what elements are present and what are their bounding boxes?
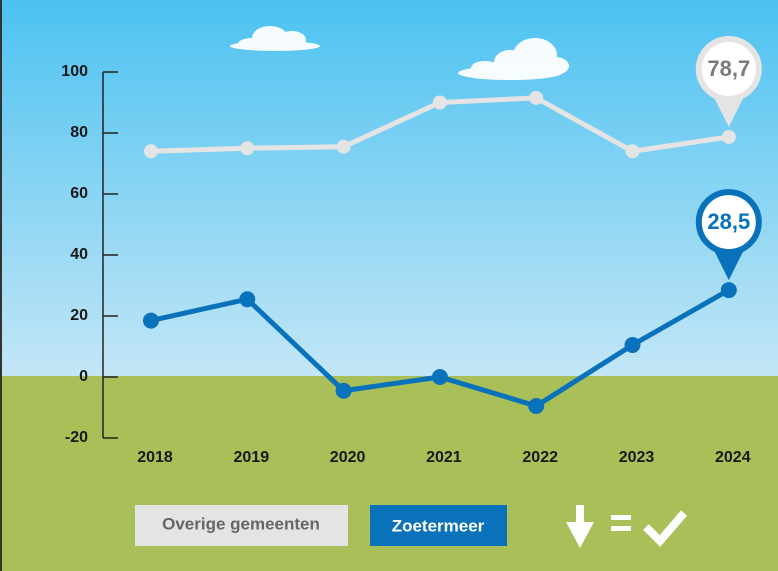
data-point	[336, 139, 351, 154]
y-tick-label: 60	[70, 185, 88, 202]
data-point	[720, 282, 737, 299]
cloud	[458, 38, 569, 80]
data-point	[431, 369, 448, 385]
border	[0, 0, 2, 571]
data-point	[528, 397, 545, 414]
value-pin	[695, 189, 762, 256]
x-tick-label: 2021	[426, 449, 462, 466]
x-tick-label: 2024	[715, 449, 751, 466]
y-tick-label: -20	[65, 429, 88, 446]
value-pin	[695, 35, 762, 102]
x-tick-label: 2022	[522, 449, 558, 466]
cloud	[230, 26, 320, 51]
sky	[0, 0, 778, 376]
x-tick-label: 2023	[619, 449, 655, 466]
data-point	[144, 144, 158, 159]
data-label: 78,7	[707, 56, 750, 81]
data-point	[239, 291, 256, 308]
x-tick-label: 2018	[137, 449, 173, 466]
legend-label: Overige gemeenten	[162, 514, 320, 533]
data-point	[721, 129, 736, 144]
legend-swatch	[135, 505, 348, 546]
data-point	[625, 144, 640, 159]
y-tick-label: 20	[70, 307, 88, 324]
y-tick-label: 0	[79, 368, 88, 385]
data-point	[240, 141, 255, 156]
data-point	[335, 382, 352, 399]
data-label: 28,5	[707, 209, 750, 234]
y-tick-label: 40	[70, 246, 88, 263]
legend: Overige gemeenten Zoetermeer	[135, 505, 507, 546]
data-point	[432, 95, 447, 110]
legend-label: Zoetermeer	[392, 516, 485, 535]
legend-swatch	[370, 505, 507, 546]
y-tick-label: 80	[70, 124, 88, 141]
data-point	[624, 336, 641, 353]
data-point	[529, 90, 544, 105]
down-equals-check-icon	[566, 505, 688, 548]
x-tick-label: 2019	[234, 449, 270, 466]
y-tick-label: 100	[61, 63, 88, 80]
x-tick-label: 2020	[330, 449, 366, 466]
data-point	[143, 312, 159, 329]
